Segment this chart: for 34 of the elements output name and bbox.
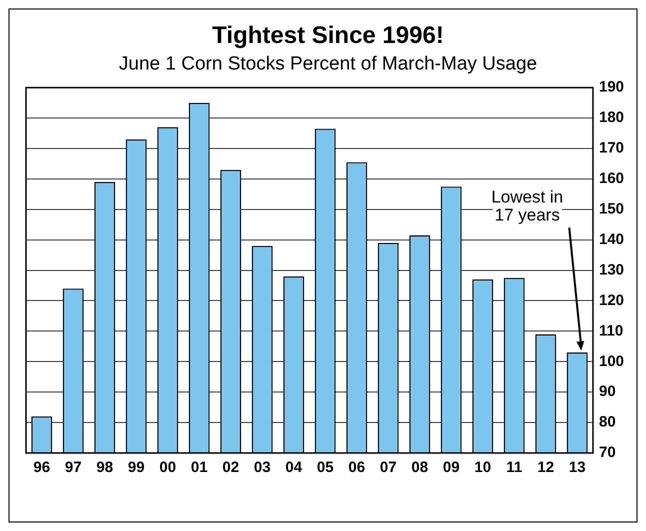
x-tick-label: 10 [474, 459, 492, 476]
y-tick-label: 140 [598, 230, 624, 248]
x-tick-label: 03 [254, 459, 271, 476]
y-tick-label: 190 [598, 78, 624, 96]
x-tick-label: 97 [64, 459, 82, 476]
x-tick-label: 09 [442, 459, 460, 476]
x-tick-label: 98 [96, 459, 114, 476]
y-tick-label: 180 [598, 109, 624, 126]
y-tick-label: 120 [598, 292, 624, 309]
chart-subtitle: June 1 Corn Stocks Percent of March-May Usage [118, 53, 538, 74]
y-tick-label: 70 [598, 444, 616, 462]
y-tick-label: 150 [598, 200, 624, 218]
x-tick-label: 07 [380, 459, 397, 476]
x-tick-label: 01 [190, 459, 208, 476]
x-tick-label: 99 [128, 459, 145, 476]
x-tick-label: 05 [316, 459, 334, 476]
y-tick-label: 170 [598, 140, 624, 157]
x-tick-label: 04 [285, 459, 303, 476]
x-tick-label: 11 [506, 459, 522, 476]
y-tick-label: 110 [598, 322, 624, 340]
x-tick-label: 02 [222, 459, 240, 476]
y-tick-label: 90 [598, 383, 616, 400]
annotation: Lowest in 17 years [491, 187, 564, 224]
y-tick-label: 100 [598, 352, 624, 370]
x-tick-label: 12 [537, 459, 554, 476]
y-tick-label: 160 [598, 170, 624, 188]
x-tick-label: 08 [411, 459, 428, 476]
chart-title: Tightest Since 1996! [212, 22, 444, 50]
y-tick-label: 80 [598, 414, 616, 431]
x-tick-label: 13 [568, 459, 586, 476]
x-tick-label: 00 [159, 459, 176, 476]
y-tick-label: 130 [598, 261, 624, 278]
x-tick-label: 96 [33, 459, 50, 476]
x-tick-label: 06 [348, 459, 366, 476]
